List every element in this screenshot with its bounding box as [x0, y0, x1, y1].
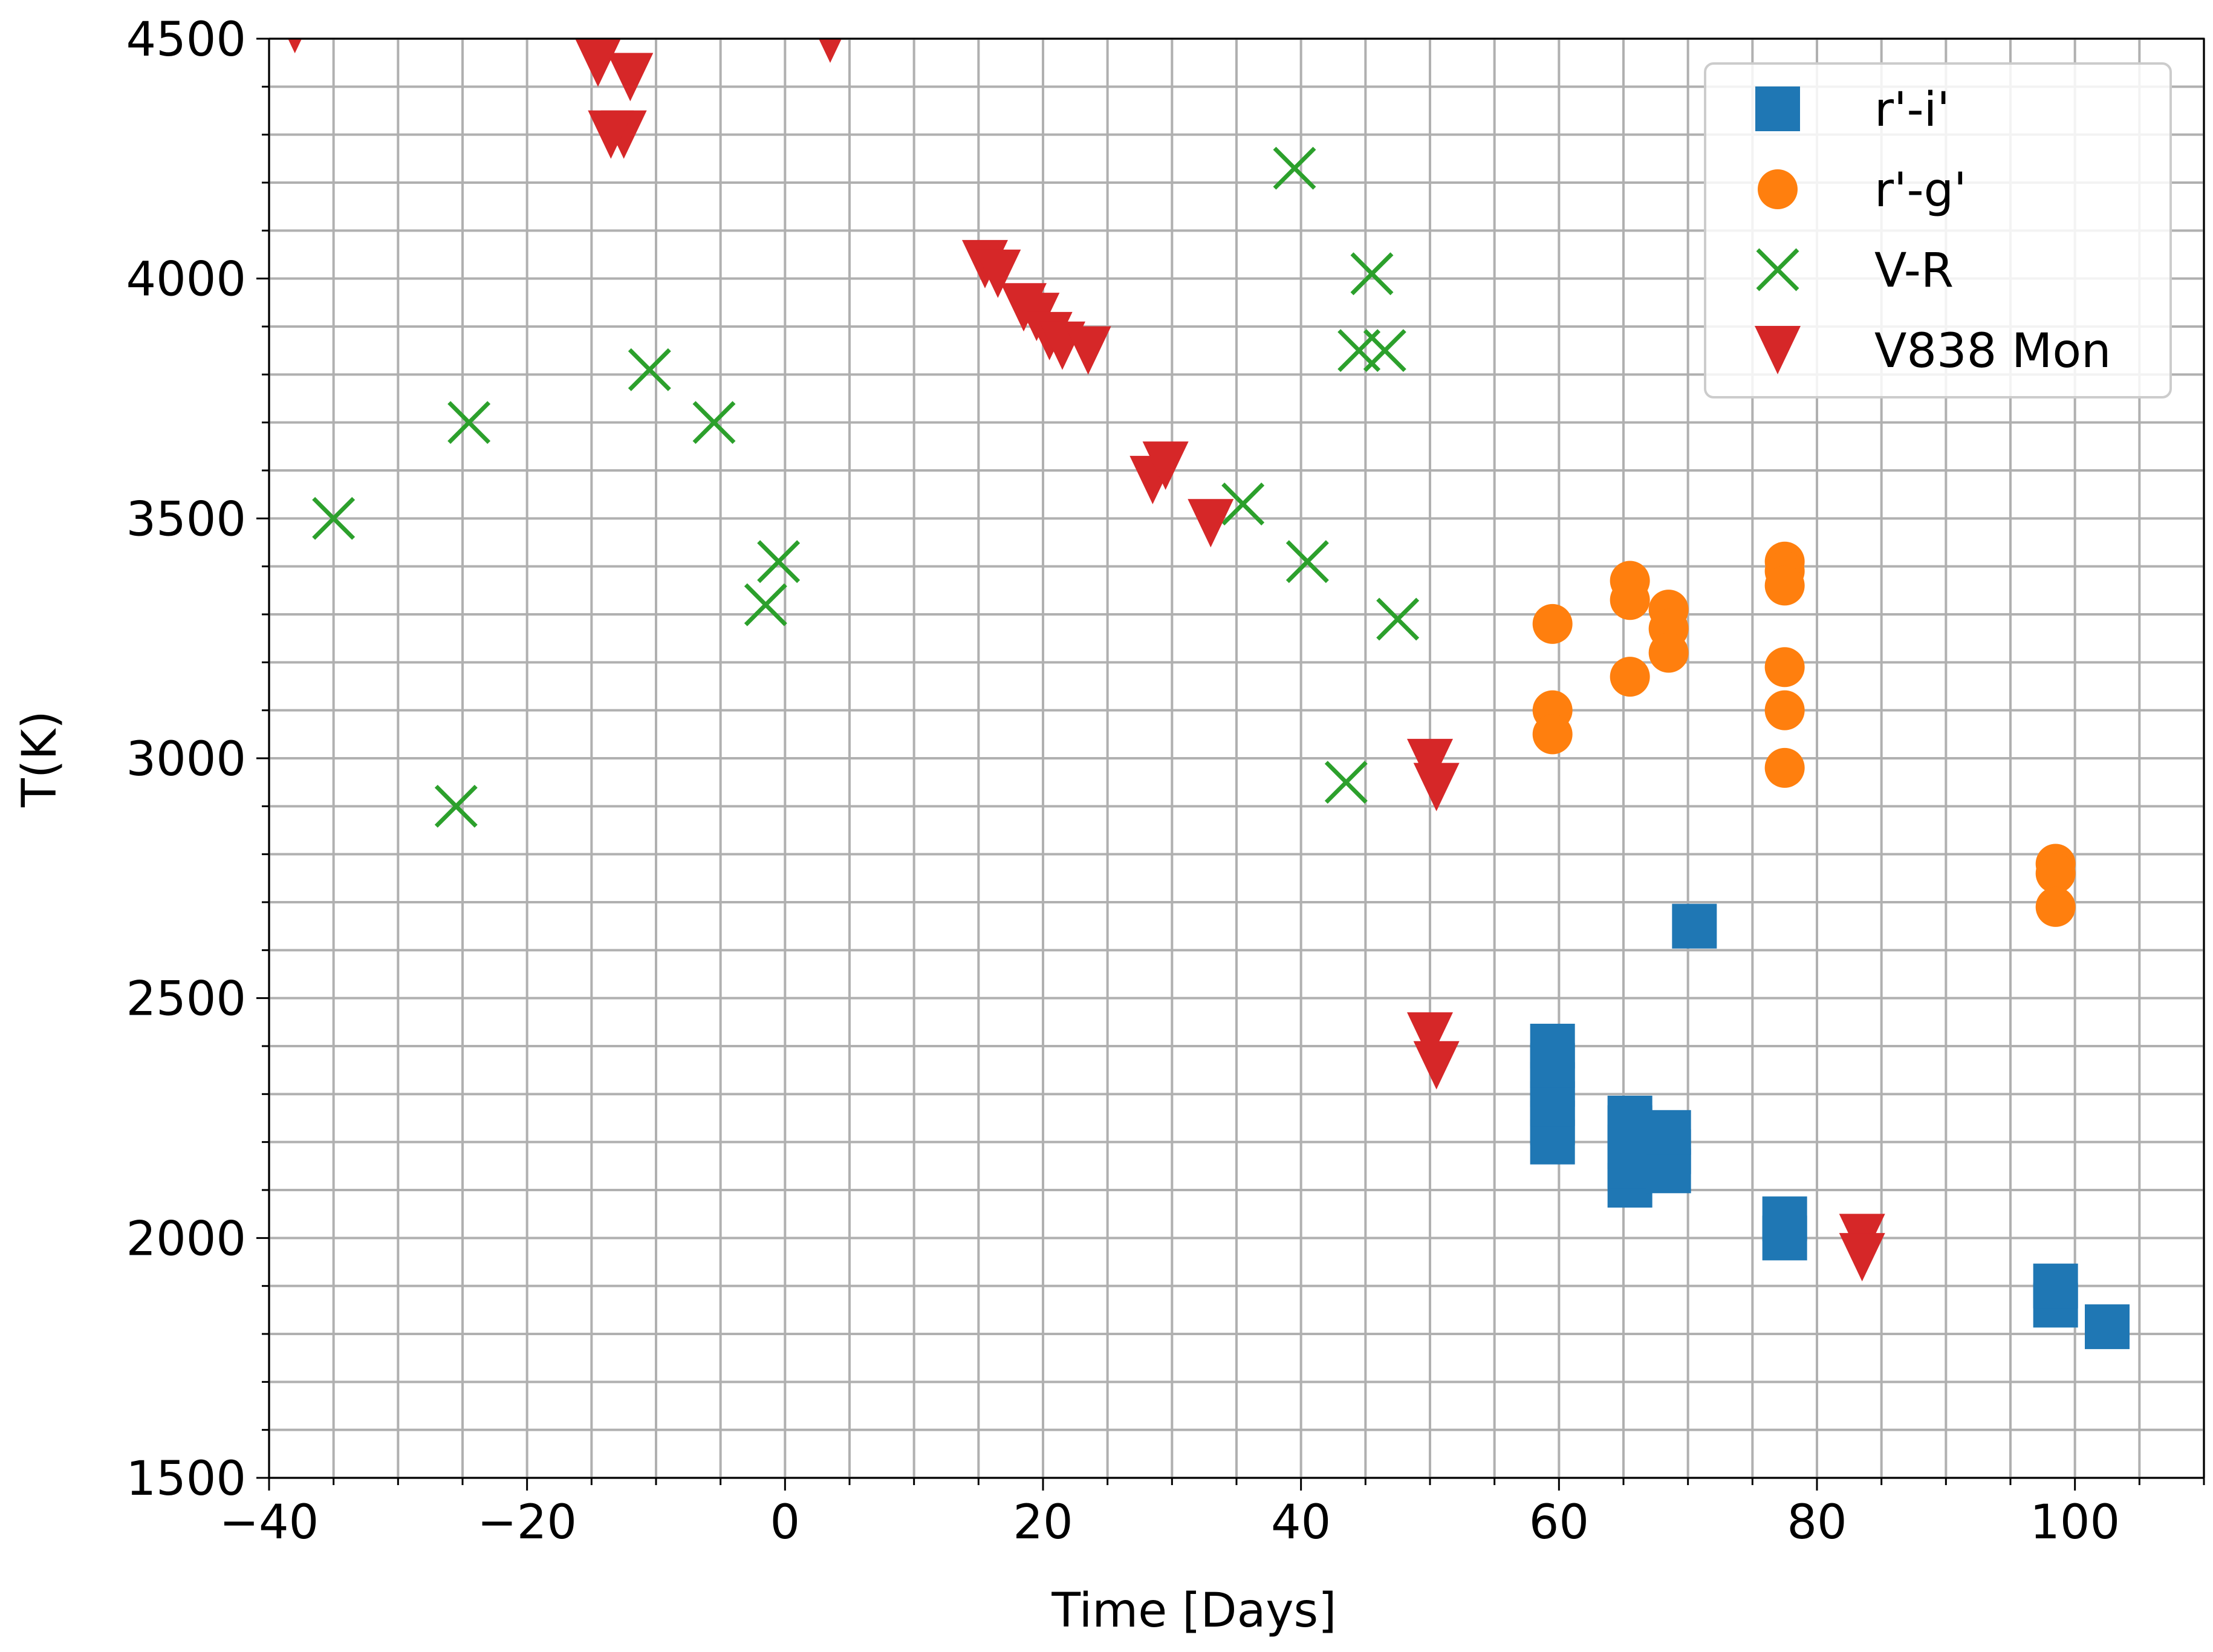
data-point: [1285, 540, 1329, 584]
data-point: [2033, 1263, 2078, 1309]
y-tick-label: 2500: [126, 972, 246, 1027]
data-point: [1376, 597, 1420, 641]
legend-label: r'-g': [1874, 163, 1967, 218]
data-point: [819, 39, 842, 63]
data-point: [1065, 326, 1111, 375]
data-point: [588, 110, 634, 159]
x-tick-label: 100: [2030, 1495, 2120, 1550]
data-point: [434, 784, 478, 828]
data-point: [1672, 903, 1717, 949]
data-marks: [288, 39, 2130, 1350]
data-point: [1530, 1024, 1575, 1068]
data-point: [1413, 1041, 1460, 1090]
x-tick-label: 60: [1529, 1495, 1589, 1550]
data-point: [447, 401, 491, 444]
y-axis-label: T(K): [13, 711, 67, 808]
legend: r'-i' r'-g' V-R V838 Mon: [1704, 62, 2172, 398]
data-point: [1532, 714, 1573, 755]
data-point: [1764, 747, 1805, 788]
legend-marker: [1755, 86, 1800, 131]
data-point: [744, 583, 787, 626]
data-point: [288, 39, 302, 54]
x-tick-label: −20: [477, 1495, 577, 1550]
data-point: [1142, 441, 1189, 490]
series-1: [1532, 541, 2076, 927]
data-point: [1764, 565, 1805, 606]
data-point: [1188, 499, 1234, 548]
data-point: [1610, 657, 1650, 697]
y-tick-label: 4500: [126, 13, 246, 67]
x-tick-label: 0: [770, 1495, 801, 1550]
data-point: [1350, 252, 1394, 296]
x-tick-label: −40: [219, 1495, 319, 1550]
data-point: [692, 401, 736, 444]
x-tick-label: 20: [1013, 1495, 1073, 1550]
data-point: [1607, 1096, 1652, 1140]
data-point: [1407, 1012, 1453, 1061]
data-point: [757, 540, 801, 584]
data-point: [1273, 146, 1316, 190]
legend-label: r'-i': [1874, 83, 1950, 137]
data-point: [1839, 1233, 1885, 1282]
data-point: [1646, 1110, 1691, 1155]
data-point: [1764, 647, 1805, 688]
series-2: [312, 146, 1420, 828]
y-tick-label: 3000: [126, 732, 246, 787]
legend-label: V-R: [1874, 244, 1954, 298]
x-tick-label: 40: [1271, 1495, 1331, 1550]
series-0: [1530, 903, 2130, 1350]
x-tick-label: 80: [1787, 1495, 1847, 1550]
data-point: [2035, 886, 2076, 927]
y-tick-label: 1500: [126, 1452, 246, 1506]
data-point: [1324, 761, 1368, 804]
data-point: [1532, 603, 1573, 644]
data-point: [628, 348, 671, 391]
data-point: [2035, 853, 2076, 894]
data-point: [1648, 633, 1689, 673]
data-point: [1221, 483, 1265, 526]
data-point: [975, 249, 1021, 298]
series-3: [288, 39, 1885, 1282]
data-point: [312, 496, 356, 540]
legend-marker: [1756, 248, 1799, 291]
x-axis-label: Time [Days]: [1051, 1584, 1336, 1638]
data-point: [1764, 690, 1805, 730]
data-point: [607, 53, 654, 102]
y-tick-label: 3500: [126, 492, 246, 547]
legend-marker: [1758, 169, 1798, 209]
data-point: [1762, 1196, 1807, 1241]
data-point: [1610, 580, 1650, 620]
y-tick-label: 4000: [126, 253, 246, 307]
data-point: [2085, 1304, 2130, 1350]
data-point: [1413, 763, 1460, 811]
legend-box: [1704, 62, 2172, 398]
y-tick-label: 2000: [126, 1212, 246, 1266]
grid: [268, 37, 2205, 1479]
data-point: [1363, 329, 1406, 372]
data-point: [575, 39, 621, 87]
y-axis-ticks: 1500 2000 2500 3000 3500 4000 4500: [126, 13, 269, 1506]
legend-label: V838 Mon: [1874, 324, 2111, 379]
legend-marker: [1755, 326, 1801, 374]
x-axis-ticks: −40 −20 0 20 40 60 80 100: [219, 1478, 2205, 1550]
